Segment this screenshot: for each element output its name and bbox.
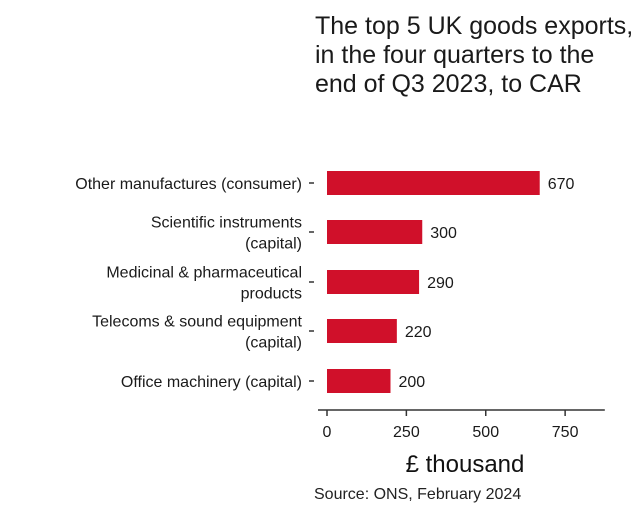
bars-layer — [327, 171, 540, 393]
x-tick-label: 0 — [323, 424, 332, 441]
bar — [327, 220, 423, 244]
x-tick-label: 500 — [472, 424, 499, 441]
category-label: Medicinal & pharmaceutical products — [106, 265, 302, 303]
bar — [327, 270, 420, 294]
value-label: 200 — [399, 374, 426, 391]
category-labels: Other manufactures (consumer) Scientific … — [75, 176, 302, 391]
x-axis-label: £ thousand — [405, 451, 525, 478]
category-label: Telecoms & sound equipment (capital) — [92, 314, 302, 352]
x-tick-label: 750 — [552, 424, 579, 441]
x-axis: 0 250 500 750 — [309, 182, 605, 441]
x-tick-label: 250 — [393, 424, 420, 441]
category-label: Office machinery (capital) — [121, 374, 302, 391]
chart-title: The top 5 UK goods exports, in the four … — [315, 12, 634, 98]
source-note: Source: ONS, February 2024 — [314, 486, 522, 503]
value-labels: 670 300 290 220 200 — [399, 176, 575, 391]
category-label: Other manufactures (consumer) — [75, 176, 302, 193]
bar — [327, 319, 397, 343]
value-label: 290 — [427, 275, 454, 292]
value-label: 220 — [405, 324, 432, 341]
bar — [327, 171, 540, 195]
category-label: Scientific instruments (capital) — [151, 215, 302, 253]
bar — [327, 369, 391, 393]
value-label: 670 — [548, 176, 575, 193]
value-label: 300 — [430, 225, 457, 242]
